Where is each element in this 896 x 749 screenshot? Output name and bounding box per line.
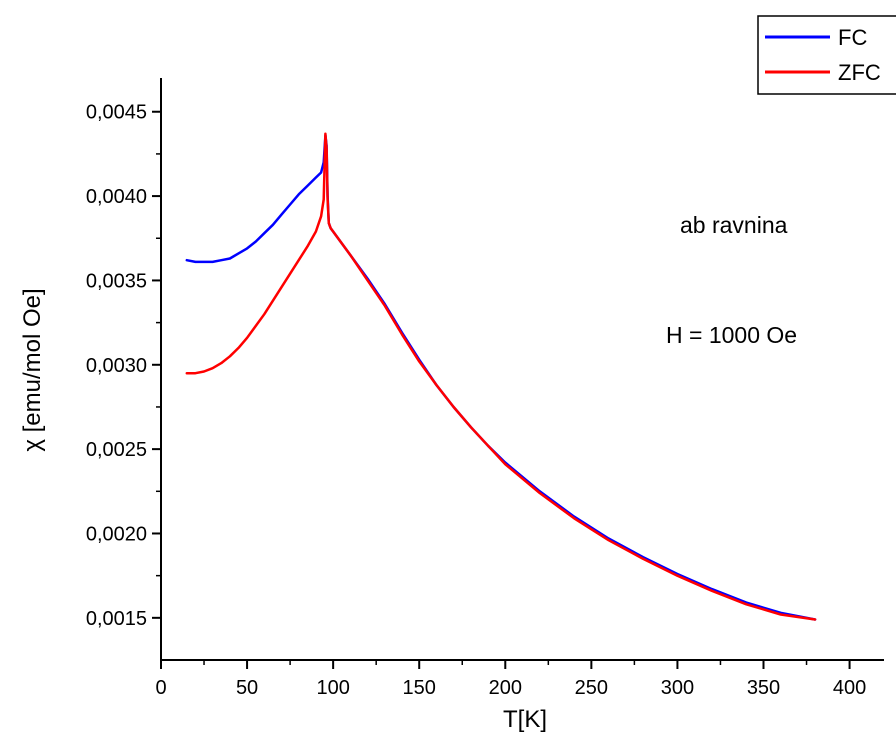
y-tick-label: 0,0030 xyxy=(86,355,147,377)
legend-box xyxy=(757,15,896,95)
y-tick-label: 0,0045 xyxy=(86,102,147,124)
legend-label-fc: FC xyxy=(838,25,867,50)
y-axis-title: χ [emu/mol Oe] xyxy=(19,288,46,451)
legend-label-zfc: ZFC xyxy=(838,60,881,85)
legend: FC ZFC xyxy=(757,15,896,95)
x-tick-label: 250 xyxy=(575,677,608,699)
x-tick-label: 50 xyxy=(236,677,258,699)
x-tick-label: 100 xyxy=(316,677,349,699)
annotation-plane: ab ravnina xyxy=(680,212,788,238)
y-tick-label: 0,0040 xyxy=(86,186,147,208)
x-tick-label: 150 xyxy=(403,677,436,699)
y-tick-label: 0,0025 xyxy=(86,439,147,461)
annotation-field: H = 1000 Oe xyxy=(666,322,797,348)
series-line-zfc xyxy=(185,132,817,621)
series-layer xyxy=(185,132,817,621)
y-tick-label: 0,0015 xyxy=(86,608,147,630)
y-tick-label: 0,0020 xyxy=(86,523,147,545)
series-line-fc xyxy=(185,134,817,621)
x-tick-label: 300 xyxy=(661,677,694,699)
x-tick-label: 0 xyxy=(155,677,166,699)
x-tick-label: 350 xyxy=(747,677,780,699)
x-ticks: 0 50 100 150 200 250 300 350 400 xyxy=(155,660,866,699)
x-axis-title: T[K] xyxy=(503,706,547,733)
x-tick-label: 200 xyxy=(489,677,522,699)
y-tick-label: 0,0035 xyxy=(86,270,147,292)
y-ticks: 0,0015 0,0020 0,0025 0,0030 0,0035 0,0040 0,00… xyxy=(86,102,161,630)
x-tick-label: 400 xyxy=(833,677,866,699)
axes xyxy=(160,78,884,661)
